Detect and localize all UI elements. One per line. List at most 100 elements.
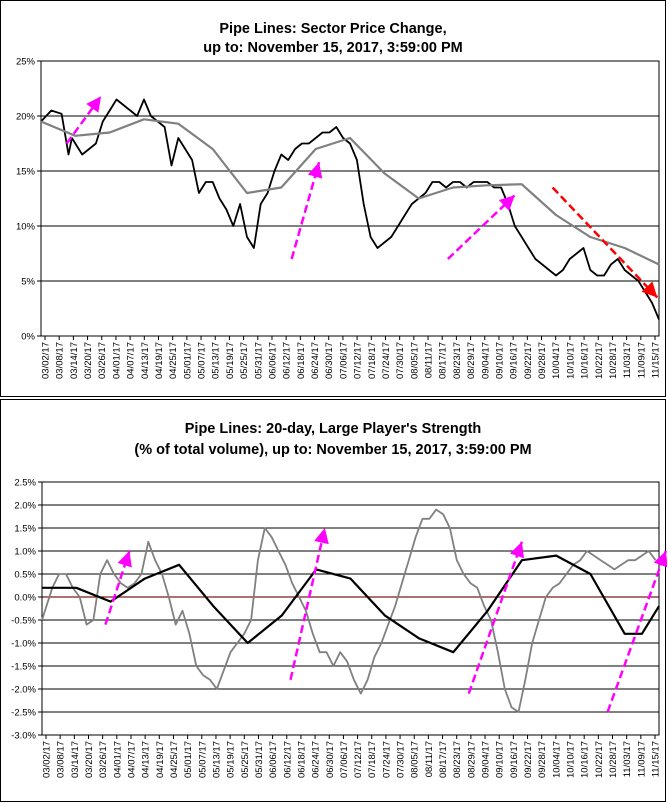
x-tick-label: 06/12/17 (282, 741, 293, 778)
x-tick-label: 04/07/17 (126, 342, 137, 379)
x-tick-label: 07/12/17 (353, 342, 364, 379)
x-tick-label: 04/07/17 (126, 741, 137, 778)
x-tick-label: 10/28/17 (608, 741, 619, 778)
y-tick-label: 2.5% (14, 478, 36, 489)
x-tick-label: 10/28/17 (608, 342, 619, 379)
x-tick-label: 07/24/17 (381, 342, 392, 379)
y-tick-label: 1.0% (14, 547, 36, 558)
x-tick-label: 06/24/17 (311, 741, 322, 778)
x-tick-label: 11/09/17 (636, 342, 647, 378)
x-tick-label: 08/29/17 (466, 342, 477, 379)
x-tick-label: 04/25/17 (169, 741, 180, 778)
x-tick-label: 10/16/17 (580, 342, 591, 379)
x-tick-label: 07/06/17 (338, 342, 349, 379)
x-tick-label: 10/16/17 (580, 741, 591, 778)
x-tick-label: 08/05/17 (409, 342, 420, 379)
x-tick-label: 06/18/17 (296, 342, 307, 379)
x-tick-label: 04/19/17 (154, 342, 165, 379)
x-tick-label: 11/03/17 (622, 342, 633, 378)
x-tick-label: 08/05/17 (410, 741, 421, 778)
x-tick-label: 06/06/17 (268, 741, 279, 778)
x-tick-label: 09/04/17 (481, 741, 492, 778)
x-tick-label: 09/04/17 (480, 342, 491, 379)
x-tick-label: 03/20/17 (83, 342, 94, 379)
x-tick-label: 11/15/17 (651, 741, 662, 777)
x-tick-label: 04/01/17 (111, 342, 122, 379)
x-tick-label: 05/13/17 (211, 342, 222, 379)
x-tick-label: 03/08/17 (56, 741, 67, 778)
large-player-strength-plot: 2.5% 2.0% 1.5% 1.0% 0.5% 0.0% -0.5% -1.0% -1.5% -… (11, 478, 667, 778)
x-tick-label: 10/22/17 (594, 342, 605, 379)
x-tick-label: 05/25/17 (239, 342, 250, 379)
x-tick-label: 10/22/17 (594, 741, 605, 778)
x-tick-label: 11/03/17 (622, 741, 633, 777)
x-tick-label: 08/11/17 (424, 342, 435, 378)
moving-average-line (40, 118, 660, 266)
y-tick-label: 2.0% (14, 501, 36, 512)
x-tick-label: 05/01/17 (183, 741, 194, 778)
x-tick-label: 09/16/17 (509, 342, 520, 379)
x-tick-label: 10/04/17 (551, 741, 562, 778)
y-tick-label: 20% (16, 112, 36, 123)
x-tick-label: 08/23/17 (452, 741, 463, 778)
y-tick-label: 15% (16, 167, 36, 178)
strength-average-line (42, 554, 660, 654)
trend-arrow (289, 527, 329, 681)
x-tick-label: 07/30/17 (395, 342, 406, 379)
x-tick-label: 11/15/17 (651, 342, 662, 378)
x-tick-label: 06/18/17 (296, 741, 307, 778)
x-tick-label: 09/10/17 (495, 741, 506, 778)
y-tick-label: -1.0% (11, 639, 36, 650)
x-tick-label: 05/31/17 (253, 342, 264, 379)
x-tick-label: 07/24/17 (381, 741, 392, 778)
x-tick-label: 07/06/17 (339, 741, 350, 778)
y-tick-label: 0% (21, 332, 35, 343)
y-tick-label: -3.0% (11, 731, 36, 742)
trend-arrow (606, 550, 667, 713)
price-change-plot: 25% 20% 15% 10% 5% 0% 03/02/17 03/08/17 03/14/17… (16, 57, 662, 379)
large-player-strength-chart-panel: Pipe Lines: 20-day, Large Player's Stren… (0, 399, 667, 802)
x-tick-label: 06/30/17 (325, 741, 336, 778)
x-tick-label: 10/04/17 (551, 342, 562, 379)
x-tick-label: 05/31/17 (254, 741, 265, 778)
y-tick-label: 10% (16, 222, 36, 233)
y-tick-label: -0.5% (11, 616, 36, 627)
y-tick-label: 1.5% (14, 524, 36, 535)
x-tick-label: 05/19/17 (225, 342, 236, 379)
x-tick-label: 03/02/17 (42, 741, 53, 778)
trend-arrow (65, 95, 103, 145)
x-tick-label: 08/17/17 (438, 741, 449, 778)
plot-area-frame (40, 60, 660, 337)
price-change-line (40, 98, 660, 320)
x-tick-label: 03/02/17 (41, 342, 52, 379)
x-tick-label: 10/10/17 (566, 741, 577, 778)
x-tick-label: 09/22/17 (523, 741, 534, 778)
chart-title-line2: (% of total volume), up to: November 15,… (134, 442, 532, 458)
y-tick-label: 0.0% (14, 593, 36, 604)
x-tick-label: 09/28/17 (537, 741, 548, 778)
x-tick-label: 03/14/17 (70, 741, 81, 778)
x-tick-label: 07/30/17 (396, 741, 407, 778)
x-tick-label: 08/17/17 (438, 342, 449, 379)
trend-arrow (551, 186, 659, 299)
x-tick-label: 04/25/17 (168, 342, 179, 379)
y-tick-label: -2.0% (11, 685, 36, 696)
chart-title-line1: Pipe Lines: 20-day, Large Player's Stren… (184, 421, 482, 437)
y-tick-label: -1.5% (11, 662, 36, 673)
x-tick-label: 08/29/17 (466, 741, 477, 778)
x-tick-label: 06/30/17 (324, 342, 335, 379)
chart-title-line2: up to: November 15, 2017, 3:59:00 PM (203, 40, 463, 56)
x-tick-label: 09/16/17 (509, 741, 520, 778)
x-tick-label: 06/12/17 (282, 342, 293, 379)
x-tick-label: 07/18/17 (367, 741, 378, 778)
trend-arrow (467, 541, 525, 695)
x-tick-label: 09/22/17 (523, 342, 534, 379)
x-tick-label: 05/01/17 (182, 342, 193, 379)
x-tick-label: 08/23/17 (452, 342, 463, 379)
x-tick-label: 09/28/17 (537, 342, 548, 379)
y-tick-label: 25% (16, 57, 36, 68)
chart-title-line1: Pipe Lines: Sector Price Change, (219, 21, 447, 37)
x-tick-label: 06/24/17 (310, 342, 321, 379)
x-tick-label: 03/08/17 (55, 342, 66, 379)
x-tick-label: 05/07/17 (197, 741, 208, 778)
